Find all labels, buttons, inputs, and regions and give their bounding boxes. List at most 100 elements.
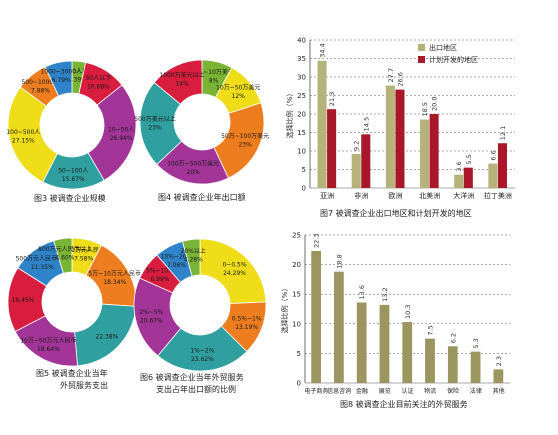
slice-label: 50~100人 <box>58 167 88 174</box>
bar-value-label: 6.6 <box>489 150 497 160</box>
slice-label: 1000~3000人 <box>40 69 82 76</box>
bar <box>402 322 413 383</box>
bar-value-label: 13.2 <box>381 287 389 301</box>
slice-label: 7.58% <box>74 255 93 262</box>
slice-label: 2%~5% <box>139 309 163 316</box>
bar <box>447 346 458 383</box>
x-tick-label: 欧洲 <box>388 191 402 200</box>
slice-label: 22.38% <box>96 333 119 340</box>
slice-label: 11.35% <box>31 264 54 271</box>
slice-label: 18.64% <box>37 346 60 353</box>
slice-label: 20% <box>187 169 201 176</box>
x-tick-label: 北美洲 <box>419 191 440 200</box>
bar-value-label: 5.3 <box>472 338 480 348</box>
bar-value-label: 13.6 <box>358 285 366 299</box>
slice-label: 100~500人 <box>6 129 40 136</box>
bar <box>356 302 367 383</box>
slice-label: 50人以下 <box>86 75 112 82</box>
slice-label: 800万元人民币以上 <box>38 245 91 253</box>
slice-label: 23.62% <box>191 356 214 363</box>
bar-value-label: 20.0 <box>431 97 439 111</box>
slice-label: 10%~20% <box>161 253 193 260</box>
pie-slice <box>53 237 73 274</box>
slice-label: 6.99% <box>150 276 169 283</box>
bar <box>470 351 481 383</box>
bar-value-label: 10.3 <box>404 305 412 319</box>
x-tick-label: 其他 <box>493 387 505 395</box>
bar-value-label: 27.7 <box>387 68 395 82</box>
bar-value-label: 7.5 <box>427 325 435 335</box>
bar-value-label: 9.2 <box>353 141 361 151</box>
x-tick-label: 认证 <box>401 387 413 395</box>
slice-label: 24.29% <box>223 270 246 277</box>
bar <box>327 109 337 188</box>
slice-label: 0~1万元人民币 <box>62 247 105 254</box>
bar-value-label: 22.3 <box>313 233 321 247</box>
slice-label: 5万~10万元人民币 <box>88 271 140 278</box>
y-tick-label: 10 <box>297 148 306 156</box>
slice-label: 10~50人 <box>108 127 134 134</box>
bar-value-label: 3.6 <box>455 161 463 171</box>
x-tick-label: 非洲 <box>354 191 368 200</box>
x-tick-label: 大洋洲 <box>453 191 474 200</box>
x-tick-label: 拉丁美洲 <box>484 191 512 200</box>
bar <box>351 153 361 188</box>
y-tick-label: 5 <box>302 166 306 174</box>
legend-swatch <box>418 56 425 63</box>
legend-swatch <box>418 44 425 51</box>
bar <box>420 119 430 188</box>
slice-label: 1%~2% <box>190 347 214 354</box>
figure-caption: 图8 被调查企业目前关注的外贸服务 <box>340 399 468 409</box>
y-tick-label: 15 <box>297 129 306 137</box>
legend-label: 计划开发的地区 <box>429 55 478 64</box>
slice-label: 6.79% <box>52 77 71 84</box>
y-tick-label: 15 <box>292 291 301 299</box>
figure-caption: 支出占年出口额的比例 <box>156 384 236 394</box>
y-tick-label: 20 <box>297 111 306 119</box>
bar <box>317 60 327 188</box>
slice-label: 10万~50万美元 <box>216 84 260 92</box>
x-tick-label: 保险 <box>447 387 459 395</box>
y-tick-label: 5 <box>297 350 301 358</box>
bar-value-label: 21.3 <box>328 92 336 106</box>
slice-label: 500万美元以上 <box>134 115 175 123</box>
y-tick-label: 30 <box>297 74 306 82</box>
bar-value-label: 26.6 <box>396 72 404 86</box>
pie-slice <box>44 60 73 97</box>
slice-label: 23% <box>238 142 252 149</box>
slice-label: 15.67% <box>62 176 85 183</box>
slice-label: 27.15% <box>12 137 35 144</box>
bar <box>425 338 435 383</box>
bar <box>429 114 439 188</box>
slice-label: 50万~100万美元 <box>221 132 269 140</box>
bar-value-label: 6.2 <box>449 333 457 343</box>
x-tick-label: 电子商务 <box>304 387 328 395</box>
slice-label: 0~0.5% <box>222 261 246 268</box>
bar <box>493 369 504 383</box>
x-tick-label: 亚洲 <box>320 192 334 200</box>
x-tick-label: 信息咨询 <box>327 387 351 395</box>
slice-label: 100万~500万美元 <box>167 160 219 168</box>
y-tick-label: 0 <box>297 380 301 388</box>
bar <box>385 85 395 188</box>
slice-label: 3.39% <box>68 76 87 83</box>
slice-label: 12% <box>232 93 246 100</box>
figure-caption: 图3 被调查企业规模 <box>34 193 106 203</box>
x-tick-label: 金融 <box>356 387 368 395</box>
bar <box>454 174 464 188</box>
y-tick-label: 0 <box>302 185 306 193</box>
slice-label: 8% <box>209 77 219 84</box>
figure-caption: 图5 被调查企业当年 <box>36 368 108 378</box>
figure-caption: 图6 被调查企业当年外贸服务 <box>140 372 244 382</box>
x-tick-label: 物流 <box>424 387 436 395</box>
slice-label: 26.94% <box>110 135 133 142</box>
y-tick-label: 35 <box>297 55 306 63</box>
slice-label: 16.45% <box>12 297 35 304</box>
x-tick-label: 法律 <box>470 387 482 395</box>
bar <box>463 167 473 188</box>
slice-label: 500万元人民币以上 <box>16 254 69 262</box>
bar-value-label: 18.5 <box>421 102 429 116</box>
slice-label: 14% <box>175 80 189 87</box>
slice-label: 4.60% <box>55 255 74 262</box>
bar-value-label: 12.1 <box>499 126 507 140</box>
